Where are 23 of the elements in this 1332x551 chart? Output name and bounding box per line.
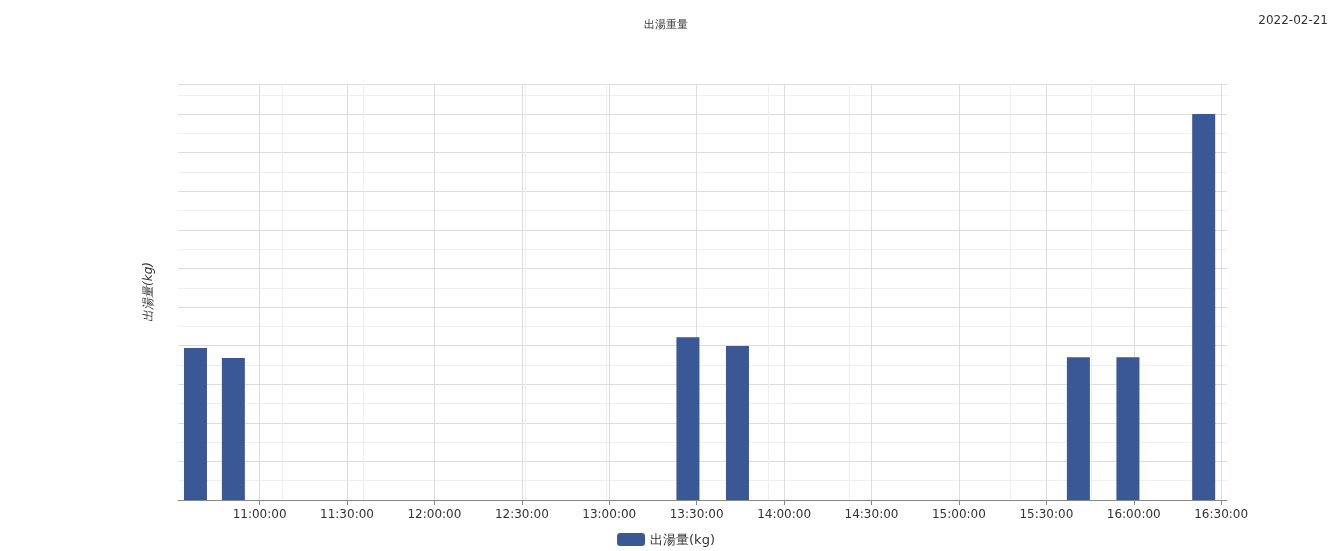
x-tick-label: 12:00:00	[407, 507, 462, 521]
bar	[676, 337, 700, 500]
x-tick-label: 11:00:00	[232, 507, 287, 521]
y-axis-title: 出湯量(kg)	[141, 262, 155, 322]
text: 2022-02-21	[1258, 13, 1329, 27]
chart-title: 出湯重量	[644, 18, 688, 31]
x-tick-label: 15:30:00	[1019, 507, 1074, 521]
x-tick-label: 16:30:00	[1194, 507, 1249, 521]
bar	[1066, 357, 1090, 500]
x-tick-label: 16:00:00	[1106, 507, 1161, 521]
x-tick-label: 11:30:00	[320, 507, 374, 521]
x-tick-label: 12:30:00	[494, 507, 549, 521]
bar	[1116, 357, 1140, 500]
legend-label: 出湯量(kg)	[650, 532, 715, 547]
bar	[221, 357, 245, 500]
x-tick-label: 13:30:00	[669, 507, 724, 521]
bar	[183, 347, 207, 500]
bar	[1192, 114, 1216, 500]
x-tick-label: 13:00:00	[582, 507, 637, 521]
x-tick-label: 14:30:00	[844, 507, 899, 521]
x-tick-label: 15:00:00	[931, 507, 986, 521]
bar	[725, 346, 749, 500]
x-tick-label: 14:00:00	[757, 507, 812, 521]
